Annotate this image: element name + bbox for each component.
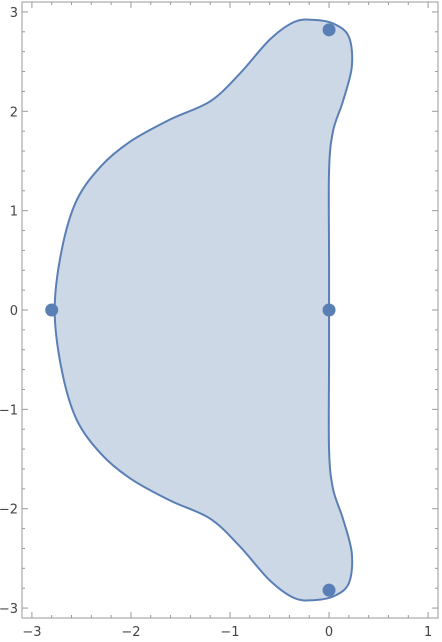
x-tick-label: −1 [220, 625, 239, 640]
data-point [45, 303, 59, 317]
y-tick-label: 1 [10, 205, 18, 220]
y-tick-label: −1 [0, 403, 18, 418]
data-point [322, 583, 336, 597]
y-tick-label: 3 [10, 6, 18, 21]
y-tick-label: 2 [10, 105, 18, 120]
points-layer [45, 23, 336, 597]
region-layer [53, 18, 354, 602]
x-tick-label: 1 [424, 625, 432, 640]
filled-region [53, 18, 354, 602]
data-point [322, 23, 336, 37]
x-tick-label: 0 [325, 625, 333, 640]
y-tick-label: −2 [0, 503, 18, 518]
axis-ticks [22, 2, 438, 618]
data-point [322, 303, 336, 317]
y-tick-label: −3 [0, 602, 18, 617]
x-tick-label: −2 [121, 625, 140, 640]
axis-tick-labels: −3 −2 −1 0 1 −3 −2 −1 0 1 2 3 [0, 6, 432, 640]
y-tick-label: 0 [10, 304, 18, 319]
x-tick-label: −3 [22, 625, 41, 640]
